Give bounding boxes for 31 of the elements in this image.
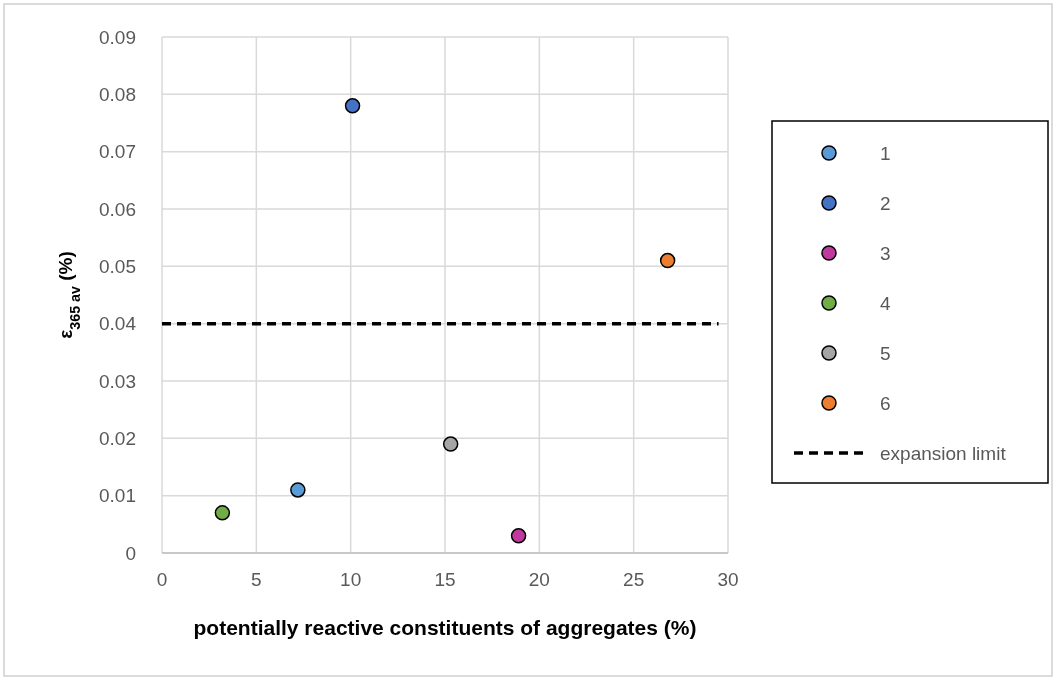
point [214, 505, 231, 521]
y-tick-label: 0.08 [99, 83, 136, 105]
x-axis-title: potentially reactive constituents of aggregates (%) [193, 616, 697, 639]
y-tick-label: 0.05 [99, 255, 136, 277]
point [442, 436, 459, 452]
point [510, 528, 527, 544]
y-tick-label: 0 [125, 542, 136, 564]
x-tick-label: 20 [528, 569, 550, 590]
x-tick-label: 15 [434, 569, 456, 590]
y-tick-label: 0.04 [99, 313, 137, 335]
y-tick-label: 0.03 [99, 370, 136, 392]
legend-label: expansion limit [880, 442, 1007, 464]
x-tick-label: 0 [156, 569, 168, 590]
y-tick-label: 0.06 [99, 198, 136, 220]
point [290, 482, 306, 498]
point [659, 252, 676, 269]
legend-label: 2 [880, 192, 891, 214]
y-tick-label: 0.01 [99, 485, 136, 507]
legend-label: 4 [880, 292, 891, 314]
x-tick-label: 10 [340, 569, 362, 590]
y-tick-label: 0.09 [99, 26, 136, 48]
legend-label: 1 [880, 142, 891, 164]
legend-label: 5 [880, 342, 891, 364]
y-tick-label: 0.02 [99, 427, 136, 449]
x-tick-label: 25 [623, 569, 645, 590]
legend-label: 6 [880, 392, 891, 414]
y-tick-label: 0.07 [99, 141, 136, 163]
legend-label: 3 [880, 242, 891, 264]
x-tick-label: 30 [717, 569, 739, 590]
point [344, 98, 361, 114]
x-tick-label: 5 [251, 569, 262, 590]
